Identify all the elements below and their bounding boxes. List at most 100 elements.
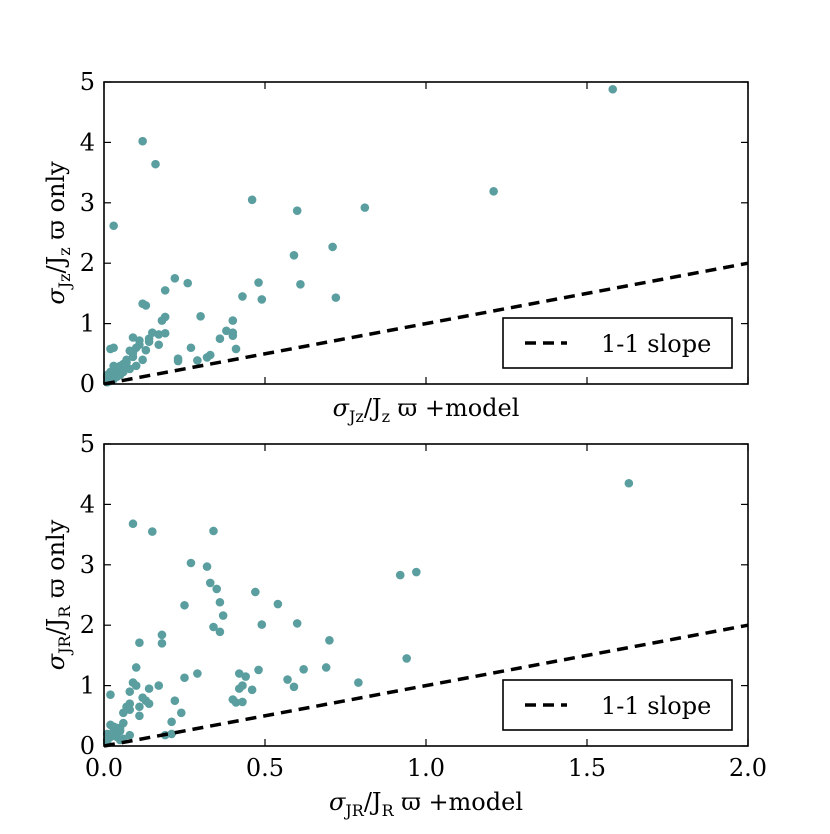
- x-tick-label: 2.0: [729, 754, 767, 782]
- y-axis-label-symbol: σ: [42, 653, 70, 670]
- data-point: [202, 562, 212, 571]
- data-point: [254, 278, 263, 287]
- legend-box: [502, 317, 733, 369]
- data-point: [170, 696, 180, 705]
- y-axis-label-tail: ϖ only: [42, 161, 70, 247]
- data-point: [157, 630, 167, 640]
- data-point: [228, 695, 238, 704]
- data-point: [138, 299, 147, 308]
- data-point: [128, 678, 138, 687]
- legend-label: 1-1 slope: [601, 692, 711, 720]
- x-axis-label-tail: ϖ +model: [390, 394, 519, 422]
- data-point: [331, 293, 341, 302]
- data-point: [128, 519, 138, 529]
- data-point: [176, 708, 186, 718]
- legend: 1-1 slope: [502, 317, 733, 369]
- y-tick-label: 2: [80, 611, 95, 639]
- data-point: [157, 639, 167, 648]
- data-point: [215, 627, 225, 637]
- legend-label: 1-1 slope: [601, 330, 711, 358]
- y-axis-label-symbol: σ: [42, 288, 70, 305]
- data-point: [106, 690, 115, 699]
- data-point: [215, 597, 225, 607]
- data-point: [321, 663, 331, 672]
- data-point: [193, 356, 202, 365]
- scatter-points: [102, 478, 634, 748]
- data-point: [125, 687, 135, 696]
- data-point: [234, 669, 244, 678]
- data-point: [292, 619, 302, 628]
- data-point: [144, 684, 154, 693]
- data-point: [135, 702, 144, 712]
- data-point: [360, 203, 370, 212]
- data-point: [128, 333, 138, 342]
- data-point: [328, 242, 337, 252]
- data-point: [160, 286, 170, 295]
- y-tick-label: 4: [80, 490, 95, 518]
- data-point: [183, 278, 193, 288]
- data-point: [231, 344, 241, 354]
- x-tick-label: 0.5: [246, 754, 284, 782]
- data-point: [109, 221, 118, 231]
- data-point: [154, 340, 164, 350]
- data-point: [289, 251, 299, 260]
- y-tick-label: 3: [80, 551, 95, 579]
- data-point: [228, 316, 238, 325]
- data-point: [196, 312, 205, 321]
- one-to-one-line: [103, 623, 749, 748]
- y-tick-label: 1: [80, 672, 95, 700]
- data-point: [141, 345, 151, 355]
- data-point: [125, 364, 135, 374]
- data-point: [144, 337, 154, 347]
- data-point: [173, 356, 183, 366]
- data-point: [167, 717, 176, 727]
- data-point: [395, 570, 405, 580]
- data-point: [138, 355, 147, 365]
- data-point: [167, 729, 176, 739]
- y-tick-label: 5: [80, 68, 95, 96]
- data-point: [141, 696, 151, 705]
- x-axis-label-middle: /J: [364, 394, 382, 422]
- data-point: [180, 673, 189, 683]
- data-point: [186, 558, 196, 568]
- x-tick-label: 0.0: [85, 754, 123, 782]
- data-point: [296, 280, 305, 289]
- data-point: [215, 334, 225, 344]
- y-axis-label: σJR/JR ϖ only: [42, 519, 74, 670]
- data-point: [154, 330, 164, 339]
- data-point: [212, 584, 221, 594]
- data-point: [135, 638, 144, 648]
- y-tick-label: 0: [80, 370, 95, 398]
- x-axis-label-symbol: σ: [329, 788, 346, 816]
- x-axis-label-middle: /J: [364, 788, 382, 816]
- data-point: [160, 328, 170, 338]
- data-point: [289, 682, 299, 692]
- data-point: [247, 685, 257, 695]
- data-point: [151, 159, 160, 169]
- data-point: [119, 708, 128, 718]
- data-point: [202, 353, 212, 362]
- x-axis-label-subscript: Jz: [347, 407, 364, 426]
- x-axis-label-subscript-2: z: [382, 407, 390, 426]
- data-point: [125, 346, 135, 356]
- data-point: [209, 526, 218, 536]
- x-axis-label: σJR/JR ϖ +model: [329, 788, 523, 820]
- data-point: [257, 295, 267, 304]
- data-point: [106, 344, 115, 354]
- data-point: [228, 331, 238, 340]
- data-point: [238, 292, 247, 301]
- data-point: [209, 622, 218, 632]
- data-point: [119, 367, 128, 377]
- data-point: [325, 636, 334, 645]
- x-axis-label-subscript: JR: [343, 801, 364, 820]
- data-point: [624, 478, 634, 488]
- data-point: [180, 600, 189, 610]
- y-axis-label-middle: /J: [42, 618, 70, 636]
- data-point: [254, 665, 263, 675]
- data-point: [354, 678, 363, 687]
- data-point: [170, 274, 180, 283]
- y-tick-label: 5: [80, 430, 95, 458]
- y-axis-label-subscript: JR: [55, 634, 74, 655]
- y-axis-label-subscript-2: R: [55, 605, 74, 618]
- legend-box: [502, 679, 733, 731]
